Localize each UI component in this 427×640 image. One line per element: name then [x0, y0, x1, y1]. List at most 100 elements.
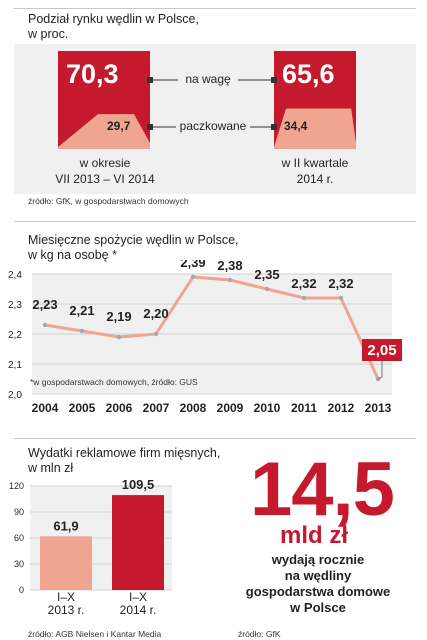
share-left-packaged-area [58, 114, 150, 149]
x-tick-label: 2005 [69, 401, 96, 415]
x-tick-label: 2011 [291, 401, 317, 415]
y-tick-label: 2,0 [8, 390, 22, 401]
description-line2: na wędliny [284, 568, 352, 583]
y-tick-label: 0 [19, 585, 24, 595]
x-tick-label: 2007 [143, 401, 170, 415]
section1-source: źródło: GfK, w gospodarstwach domowych [28, 196, 189, 206]
big-value: 14,5 [250, 447, 395, 532]
data-point [338, 295, 344, 301]
y-tick-label: 90 [14, 507, 24, 517]
share-right-weight-value: 65,6 [282, 59, 335, 89]
bar-category-label: 2013 r. [48, 603, 85, 617]
bar-category-label: 2014 r. [120, 603, 157, 617]
data-point [79, 328, 85, 334]
line-chart-x-ticks: 2004 2005 2006 2007 2008 2009 2010 2011 2012 2013 [32, 401, 392, 415]
bar-category-label: I–X [57, 590, 75, 604]
y-tick-label: 120 [9, 481, 24, 491]
share-right-caption-line2: 2014 r. [296, 172, 334, 186]
bar-chart-bars [40, 495, 164, 590]
data-point [116, 334, 122, 340]
share-box-left: 70,3 29,7 [58, 51, 150, 149]
section3-title-line2: w mln zł [28, 461, 74, 475]
share-left-weight-value: 70,3 [66, 59, 119, 89]
share-left-caption-line2: VII 2013 – VI 2014 [55, 172, 155, 186]
section1-title-line1: Podział rynku wędlin w Polsce, [28, 12, 199, 26]
consumption-line-chart: 2,0 2,1 2,2 2,3 2,4 2004 2005 2006 2007 2008 2009… [8, 260, 402, 415]
bar-value-label: 109,5 [122, 477, 155, 492]
bar-chart-value-labels: 61,9 109,5 [53, 477, 154, 533]
value-label: 2,32 [328, 276, 353, 291]
data-point [153, 331, 159, 337]
share-right-caption-line1: w II kwartale [281, 156, 349, 170]
value-label: 2,39 [180, 260, 205, 270]
highlight-leader [377, 361, 383, 380]
line-chart-value-labels: 2,23 2,21 2,19 2,20 2,39 2,38 2,35 2,32 2,32 2,05 [32, 260, 402, 380]
legend-weight-label: na wagę [185, 72, 231, 86]
x-tick-label: 2008 [180, 401, 207, 415]
x-tick-label: 2013 [365, 401, 392, 415]
y-tick-label: 2,3 [8, 300, 22, 311]
y-tick-label: 2,2 [8, 330, 22, 341]
bar-chart-y-ticks: 0 30 60 90 120 [9, 481, 24, 595]
data-point [190, 274, 196, 280]
y-tick-label: 2,1 [8, 360, 22, 371]
share-right-caption: w II kwartale 2014 r. [255, 155, 375, 187]
value-label: 2,23 [32, 297, 57, 312]
bar [112, 495, 164, 590]
section2-footnote: *w gospodarstwach domowych, źródło: GUS [30, 377, 198, 387]
value-label: 2,32 [291, 276, 316, 291]
line-chart-y-ticks: 2,0 2,1 2,2 2,3 2,4 [8, 270, 22, 401]
section1-title-line2: w proc. [28, 27, 69, 41]
value-label: 2,21 [69, 303, 94, 318]
marker-packaged-left [147, 124, 153, 130]
x-tick-label: 2006 [106, 401, 133, 415]
top-divider [14, 8, 416, 9]
section2-title-line1: Miesięczne spożycie wędlin w Polsce, [28, 233, 239, 247]
section3-divider [14, 438, 416, 439]
value-label: 2,20 [143, 306, 168, 321]
description-line1: wydają rocznie [271, 552, 365, 567]
x-tick-label: 2010 [254, 401, 281, 415]
description-line4: w Polsce [290, 600, 346, 615]
section4-source: źródło: GfK [238, 629, 281, 639]
x-tick-label: 2012 [328, 401, 355, 415]
y-tick-label: 60 [14, 533, 24, 543]
value-label-highlight: 2,05 [367, 342, 396, 359]
bar-value-label: 61,9 [53, 518, 78, 533]
share-box-left-svg [58, 114, 150, 149]
consumption-series-line [44, 275, 380, 380]
x-tick-label: 2009 [217, 401, 244, 415]
value-label: 2,19 [106, 309, 131, 324]
value-label: 2,35 [254, 267, 279, 282]
line-chart-grid [32, 273, 392, 395]
section2-title-line2: w kg na osobę * [28, 248, 117, 262]
section3-title-line1: Wydatki reklamowe firm mięsnych, [28, 446, 221, 460]
legend-packaged-label: paczkowane [179, 119, 247, 133]
data-point [264, 286, 270, 292]
big-value-unit: mld zł [280, 522, 349, 549]
marker-weight-right [271, 77, 277, 83]
y-tick-label: 30 [14, 559, 24, 569]
description-line3: gospodarstwa domowe [245, 584, 391, 599]
share-box-right-svg [274, 108, 356, 149]
data-point [42, 322, 48, 328]
section3-source: źródło: AGB Nielsen i Kantar Media [28, 629, 162, 639]
data-point [227, 277, 233, 283]
bar [40, 536, 92, 590]
y-tick-label: 2,4 [8, 270, 22, 281]
bar-category-label: I–X [129, 590, 147, 604]
marker-packaged-right [271, 124, 277, 130]
share-left-packaged-value: 29,7 [107, 119, 131, 133]
section2-divider [14, 221, 416, 222]
share-left-caption: w okresie VII 2013 – VI 2014 [40, 155, 170, 187]
share-left-caption-line1: w okresie [79, 156, 131, 170]
data-point [301, 295, 307, 301]
share-connectors [147, 77, 277, 130]
share-right-packaged-value: 34,4 [284, 119, 308, 133]
big-value-description: wydają rocznie na wędliny gospodarstwa d… [228, 552, 408, 616]
share-box-right: 65,6 34,4 [274, 51, 356, 149]
value-label: 2,38 [217, 260, 242, 273]
share-right-packaged-area [274, 108, 356, 149]
